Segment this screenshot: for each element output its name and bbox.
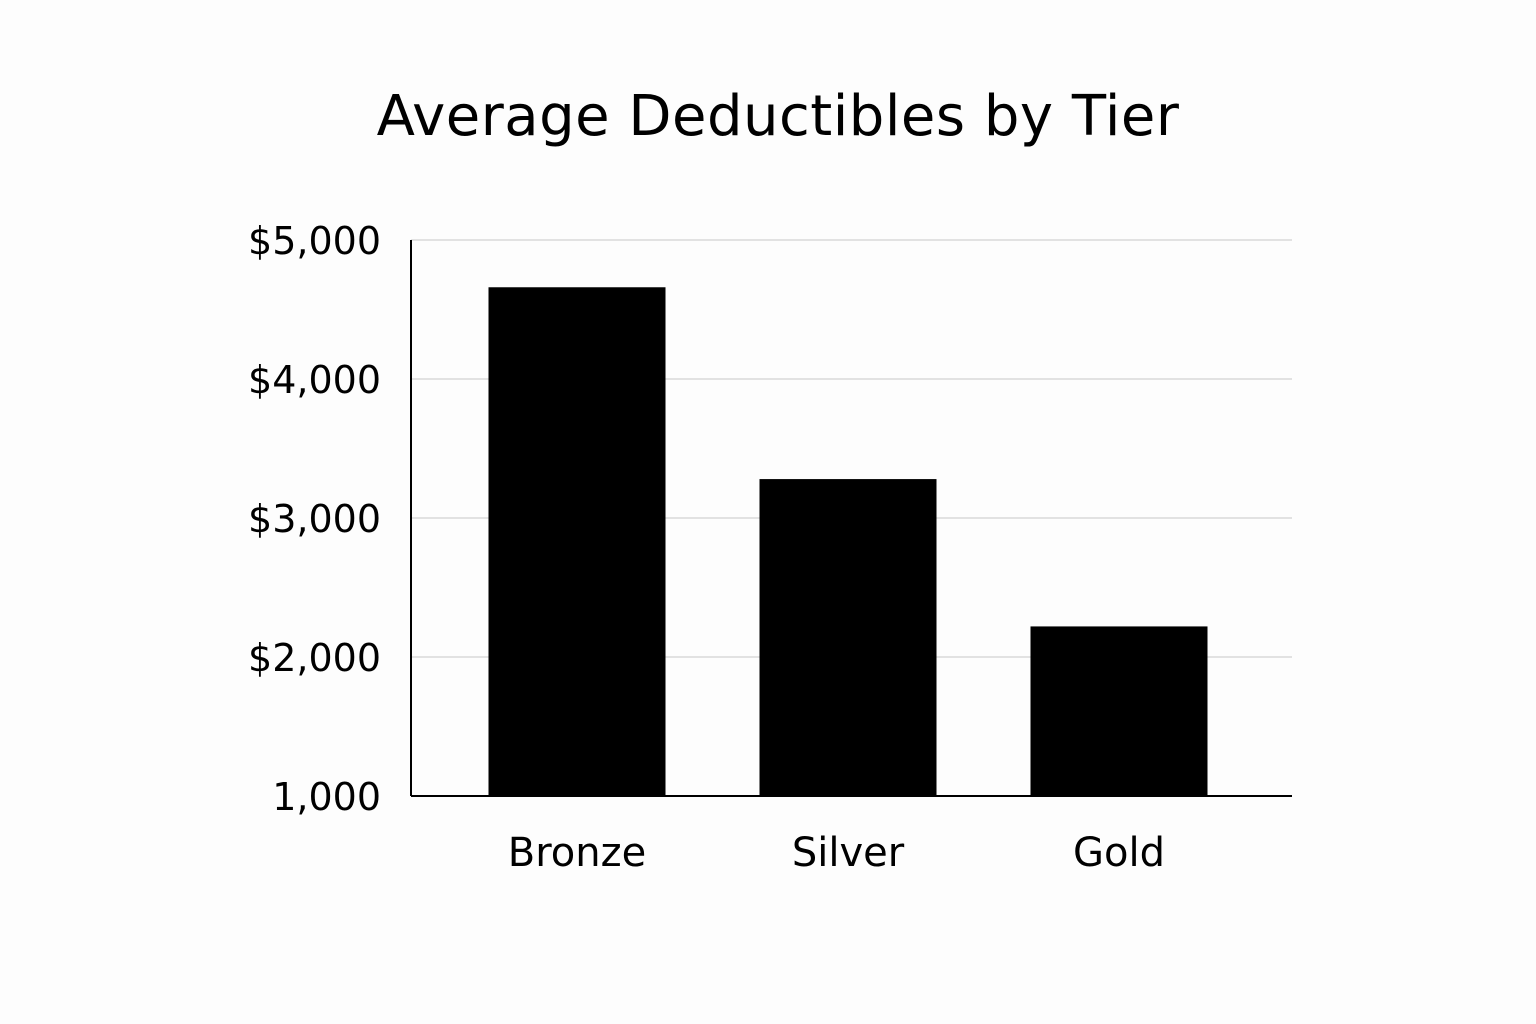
x-tick-label: Bronze: [508, 830, 646, 876]
y-tick-labels: 1,000 $2,000 $3,000 $4,000 $5,000: [248, 219, 381, 819]
bar-silver: [759, 479, 937, 796]
x-tick-labels: Bronze Silver Gold: [508, 830, 1165, 876]
chart-title: Average Deductibles by Tier: [376, 84, 1180, 149]
bar-gold: [1030, 626, 1208, 796]
y-tick-label: $4,000: [248, 358, 381, 402]
y-tick-label: $5,000: [248, 219, 381, 263]
axes: [410, 240, 1292, 797]
y-tick-label: $3,000: [248, 497, 381, 541]
y-tick-label: 1,000: [272, 775, 381, 819]
bars: [488, 287, 1208, 796]
y-tick-label: $2,000: [248, 636, 381, 680]
x-tick-label: Gold: [1073, 830, 1165, 876]
bar-bronze: [488, 287, 666, 796]
x-tick-label: Silver: [792, 830, 905, 876]
